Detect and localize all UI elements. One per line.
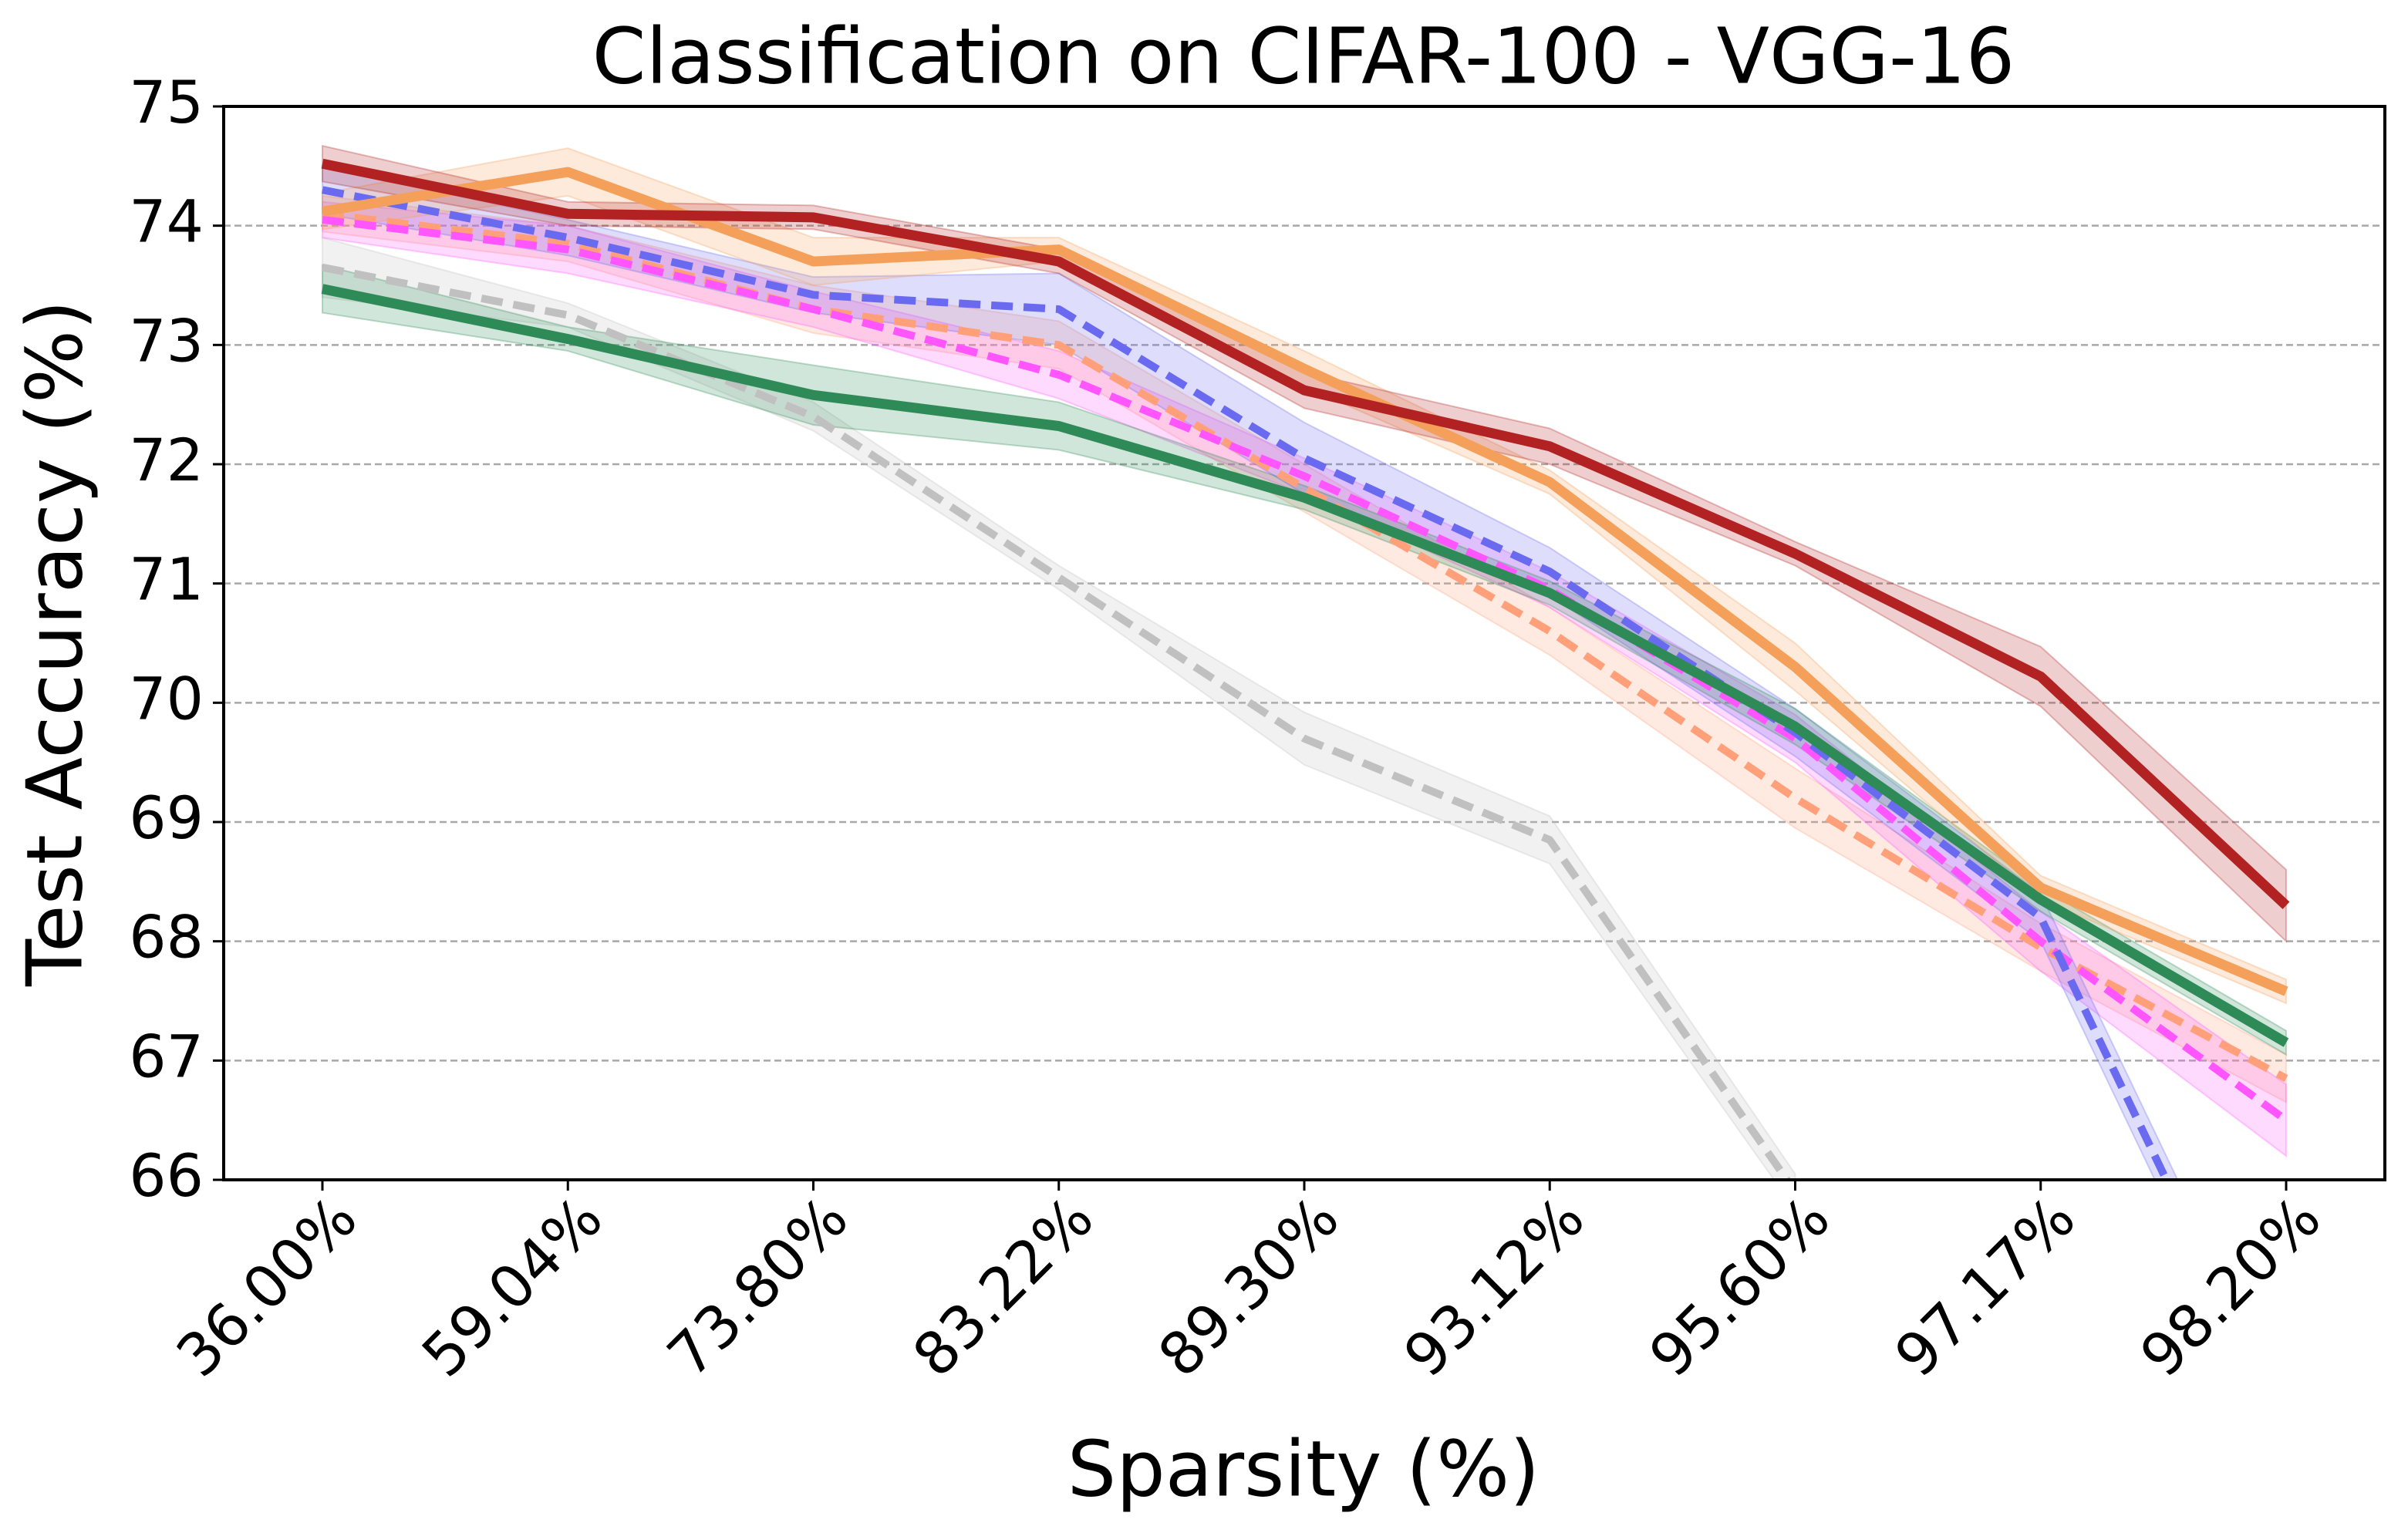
y-axis-label: Test Accuracy (%): [9, 300, 99, 987]
x-tick-label: 83.22%: [899, 1184, 1106, 1390]
x-tick-label: 97.17%: [1881, 1184, 2088, 1390]
error-band: [322, 264, 2287, 1056]
series-line: [321, 158, 2290, 910]
error-band: [322, 147, 2287, 1005]
y-tick-label: 74: [129, 187, 204, 256]
series-line: [322, 186, 2171, 1180]
chart-title: Classification on CIFAR-100 - VGG-16: [592, 11, 2015, 101]
axes: 66 67 68 69 70 71 72 73 74 75 36.00% 59.04% 73.80% 83…: [129, 68, 2333, 1390]
series-line: [322, 210, 2288, 1082]
y-tick-label: 68: [129, 903, 204, 972]
y-tick-label: 66: [129, 1141, 204, 1210]
x-tick-label: 73.80%: [654, 1184, 861, 1390]
lines: [321, 158, 2290, 1180]
error-band: [322, 200, 2287, 1158]
x-axis-label: Sparsity (%): [1067, 1424, 1540, 1514]
x-tick-label: 93.12%: [1391, 1184, 1597, 1390]
series-line: [321, 167, 2288, 996]
series-line: [322, 215, 2288, 1124]
y-tick-label: 71: [129, 545, 204, 614]
error-band: [322, 194, 2287, 1104]
x-tick-label: 89.30%: [1145, 1184, 1352, 1390]
y-tick-label: 69: [129, 783, 204, 852]
y-tick-label: 70: [129, 664, 204, 733]
y-tick-label: 72: [129, 426, 204, 494]
y-tick-label: 75: [129, 68, 204, 136]
y-tick-label: 73: [129, 306, 204, 375]
y-tick-label: 67: [129, 1022, 204, 1090]
series-line: [322, 263, 1792, 1180]
series-line: [321, 284, 2289, 1047]
x-tick-label: 98.20%: [2127, 1184, 2334, 1390]
x-tick-label: 36.00%: [164, 1184, 370, 1390]
x-tick-label: 59.04%: [409, 1184, 615, 1390]
x-tick-label: 95.60%: [1636, 1184, 1843, 1390]
